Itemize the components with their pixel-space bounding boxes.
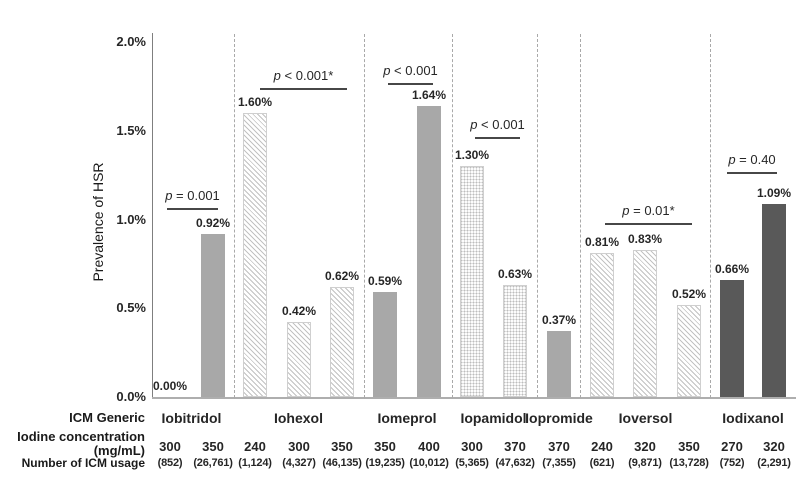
x-axis-line (152, 397, 796, 399)
group-separator-line (234, 34, 235, 398)
iodine-concentration-value: 300 (461, 439, 483, 454)
p-value-line (475, 137, 520, 139)
icm-usage-count: (852) (157, 457, 183, 469)
icm-usage-count: (47,632) (495, 457, 535, 469)
group-separator-line (710, 34, 711, 398)
bar-value-label: 0.63% (497, 267, 533, 281)
bar-value-label: 0.00% (152, 379, 188, 393)
iodine-concentration-value: 350 (331, 439, 353, 454)
iodine-concentration-value: 300 (159, 439, 181, 454)
bar-iopamidol-370 (503, 285, 527, 397)
iodine-concentration-value: 320 (763, 439, 785, 454)
iodine-concentration-value: 240 (591, 439, 613, 454)
bar-value-label: 0.66% (714, 262, 750, 276)
bar-value-label: 0.52% (671, 287, 707, 301)
bar-value-label: 0.62% (324, 269, 360, 283)
p-value-line (727, 172, 777, 174)
group-separator-line (452, 34, 453, 398)
icm-usage-count: (1,124) (238, 457, 272, 469)
p-value-label: p = 0.001 (165, 188, 220, 203)
bar-iohexol-240 (243, 113, 267, 397)
bar-iodixanol-270 (720, 280, 744, 397)
row-header-icm-generic: ICM Generic (69, 410, 145, 425)
iodine-concentration-value: 400 (418, 439, 440, 454)
icm-generic-name: Iohexol (273, 410, 323, 426)
bar-iopromide-370 (547, 331, 571, 397)
icm-usage-count: (46,135) (322, 457, 362, 469)
bar-value-label: 1.30% (454, 148, 490, 162)
p-value-label: p = 0.01* (622, 203, 675, 218)
bar-value-label: 0.59% (367, 274, 403, 288)
bar-ioversol-350 (677, 305, 701, 397)
bar-value-label: 0.37% (541, 313, 577, 327)
p-value-label: p = 0.40 (728, 152, 776, 167)
y-tick-label: 0.5% (116, 300, 146, 316)
y-tick-label: 1.5% (116, 122, 146, 138)
group-separator-line (537, 34, 538, 398)
icm-usage-count: (10,012) (409, 457, 449, 469)
iodine-concentration-value: 300 (288, 439, 310, 454)
y-tick-label: 2.0% (116, 34, 146, 49)
bar-value-label: 1.64% (411, 88, 447, 102)
icm-usage-count: (9,871) (628, 457, 662, 469)
iodine-concentration-value: 270 (721, 439, 743, 454)
icm-generic-name: Iobitridol (161, 410, 222, 426)
p-value-label: p < 0.001* (273, 68, 334, 83)
icm-generic-name: Iopamidol (460, 410, 527, 426)
icm-usage-count: (2,291) (757, 457, 791, 469)
bar-iohexol-300 (287, 322, 311, 397)
icm-usage-count: (621) (589, 457, 615, 469)
p-value-line (605, 223, 692, 225)
row-header-iodine-concentration: Iodine concentration (mg/mL) (0, 430, 145, 458)
p-value-label: p < 0.001 (470, 117, 525, 132)
p-value-line (388, 83, 433, 85)
bar-value-label: 0.42% (281, 304, 317, 318)
bar-value-label: 1.09% (756, 186, 792, 200)
bar-iopamidol-300 (460, 166, 484, 397)
icm-generic-name: Iomeprol (377, 410, 437, 426)
icm-usage-count: (4,327) (282, 457, 316, 469)
row-header-number-of-icm-usage: Number of ICM usage (21, 456, 145, 470)
bar-iomeprol-350 (373, 292, 397, 397)
bar-iodixanol-320 (762, 204, 786, 397)
bar-value-label: 0.92% (195, 216, 231, 230)
bar-ioversol-240 (590, 253, 614, 397)
p-value-line (260, 88, 347, 90)
bar-iobitridol-350 (201, 234, 225, 397)
icm-usage-count: (13,728) (669, 457, 709, 469)
y-tick-label: 0.0% (116, 389, 146, 404)
iodine-concentration-value: 320 (634, 439, 656, 454)
y-tick-label: 1.0% (116, 211, 146, 227)
icm-generic-name: Iodixanol (722, 410, 784, 426)
group-separator-line (580, 34, 581, 398)
bar-iohexol-350 (330, 287, 354, 397)
bar-value-label: 0.83% (627, 232, 663, 246)
group-separator-line (364, 34, 365, 398)
y-axis-line (152, 33, 153, 398)
iodine-concentration-value: 350 (374, 439, 396, 454)
iodine-concentration-value: 350 (678, 439, 700, 454)
iodine-concentration-value: 370 (504, 439, 526, 454)
icm-usage-count: (19,235) (365, 457, 405, 469)
iodine-concentration-value: 370 (548, 439, 570, 454)
p-value-line (167, 208, 218, 210)
bar-ioversol-320 (633, 250, 657, 397)
icm-generic-name: Ioversol (618, 410, 673, 426)
icm-usage-count: (752) (719, 457, 745, 469)
bar-value-label: 0.81% (584, 235, 620, 249)
row-header-iodine-concentration-line2: (mg/mL) (93, 443, 145, 458)
p-value-label: p < 0.001 (383, 63, 438, 78)
icm-usage-count: (5,365) (455, 457, 489, 469)
iodine-concentration-value: 350 (202, 439, 224, 454)
icm-usage-count: (26,761) (193, 457, 233, 469)
icm-usage-count: (7,355) (542, 457, 576, 469)
bar-iomeprol-400 (417, 106, 441, 397)
iodine-concentration-value: 240 (244, 439, 266, 454)
icm-generic-name: Iopromide (525, 410, 593, 426)
bar-value-label: 1.60% (237, 95, 273, 109)
row-header-iodine-concentration-line1: Iodine concentration (17, 429, 145, 444)
